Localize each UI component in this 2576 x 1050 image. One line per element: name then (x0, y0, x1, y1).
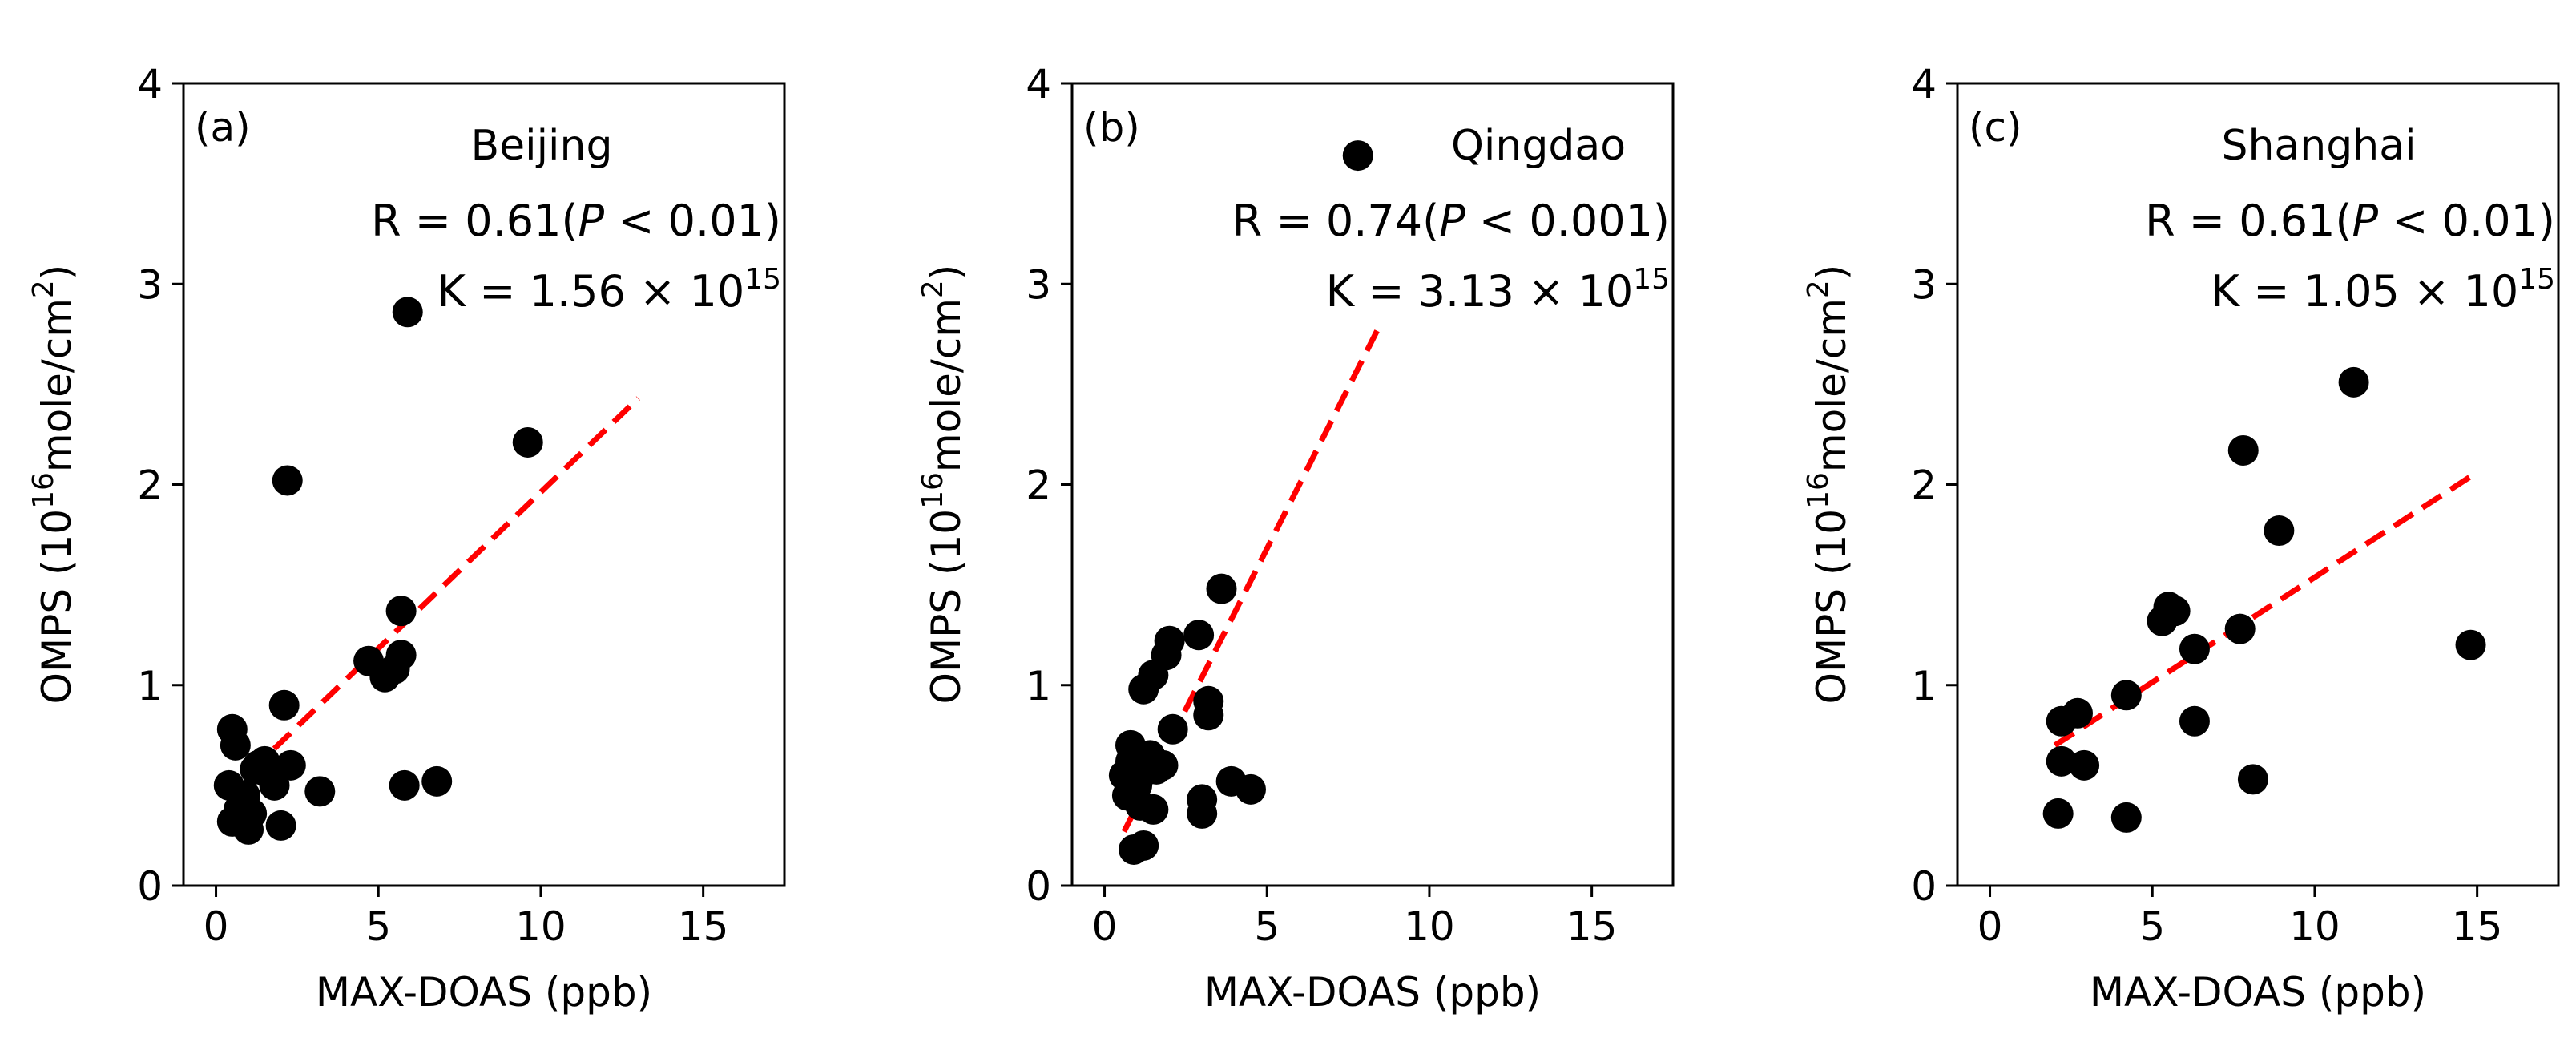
data-point (2046, 745, 2077, 777)
data-point (272, 465, 303, 496)
x-tick-label: 10 (1404, 903, 1455, 950)
data-point (1342, 140, 1373, 172)
data-point (1183, 620, 1215, 651)
data-point (1187, 784, 1218, 815)
x-tick-label: 0 (1977, 903, 2003, 950)
city-label: Shanghai (2221, 122, 2416, 170)
y-ticks: 0 1 2 3 4 (1026, 61, 1072, 910)
data-point (304, 776, 336, 807)
y-ticks: 0 1 2 3 4 (137, 61, 183, 910)
x-ticks: 0 5 10 15 (204, 886, 729, 950)
regression-line (224, 396, 640, 798)
data-point (2062, 697, 2093, 729)
r-stat: R = 0.61(P < 0.01) (2145, 196, 2555, 246)
panel-beijing: 0 1 2 3 4 0 5 10 15 (a) Beijing R = 0.61(P < 0.… (27, 61, 786, 1016)
x-tick-label: 10 (515, 903, 566, 950)
data-point (1235, 773, 1266, 805)
y-ticks: 0 1 2 3 4 (1911, 61, 1957, 910)
x-tick-label: 15 (678, 903, 729, 950)
data-point (385, 596, 417, 627)
data-point (2069, 749, 2100, 781)
data-point (1157, 713, 1188, 745)
x-tick-label: 5 (1254, 903, 1280, 950)
data-point (2179, 633, 2210, 664)
y-tick-label: 0 (1026, 863, 1051, 910)
x-tick-label: 0 (1092, 903, 1118, 950)
data-point (220, 729, 251, 761)
data-point (385, 640, 417, 671)
data-point (1138, 794, 1169, 825)
data-point (2264, 515, 2295, 547)
panel-label: (c) (1969, 104, 2022, 151)
x-tick-label: 15 (1566, 903, 1618, 950)
x-tick-label: 0 (204, 903, 229, 950)
x-axis-label: MAX-DOAS (ppb) (2090, 969, 2426, 1016)
data-point (1154, 625, 1185, 656)
y-axis-label: OMPS (1016mole/cm2) (27, 265, 80, 705)
k-stat: K = 1.05 × 1015 (2211, 263, 2555, 317)
r-stat: R = 0.74(P < 0.001) (1232, 196, 1670, 246)
y-axis-label: OMPS (1016mole/cm2) (1802, 265, 1855, 705)
data-point (2179, 705, 2210, 737)
k-stat: K = 3.13 × 1015 (1326, 263, 1670, 317)
x-tick-label: 5 (2139, 903, 2165, 950)
data-point (236, 798, 268, 829)
data-point (265, 810, 296, 841)
y-axis-label: OMPS (1016mole/cm2) (917, 265, 970, 705)
y-tick-label: 3 (1911, 261, 1937, 308)
x-ticks: 0 5 10 15 (1092, 886, 1618, 950)
x-axis-label: MAX-DOAS (ppb) (1204, 969, 1541, 1016)
data-point (2159, 596, 2191, 627)
panel-qingdao: 0 1 2 3 4 0 5 10 15 (b) Qingdao R = 0.74(P < 0.… (917, 61, 1675, 1016)
x-tick-label: 10 (2289, 903, 2340, 950)
x-ticks: 0 5 10 15 (1977, 886, 2503, 950)
y-tick-label: 2 (137, 462, 163, 509)
y-tick-label: 0 (137, 863, 163, 910)
x-tick-label: 15 (2452, 903, 2503, 950)
y-tick-label: 4 (137, 61, 163, 107)
x-axis-label: MAX-DOAS (ppb) (316, 969, 652, 1016)
y-tick-label: 1 (1026, 663, 1051, 709)
y-tick-label: 4 (1911, 61, 1937, 107)
city-label: Beijing (471, 122, 613, 170)
y-tick-label: 1 (1911, 663, 1937, 709)
panel-label: (b) (1083, 104, 1140, 151)
data-point (2455, 629, 2486, 660)
data-points (2042, 366, 2486, 833)
data-point (389, 769, 420, 801)
y-tick-label: 4 (1026, 61, 1051, 107)
data-point (1147, 749, 1179, 781)
panel-label: (a) (195, 104, 251, 151)
x-tick-label: 5 (365, 903, 391, 950)
data-point (1193, 700, 1224, 731)
k-stat: K = 1.56 × 1015 (437, 263, 781, 317)
data-point (392, 297, 423, 328)
y-tick-label: 3 (1026, 261, 1051, 308)
data-point (421, 765, 453, 797)
data-point (512, 426, 543, 458)
data-point (2227, 434, 2259, 466)
data-point (1206, 573, 1237, 604)
data-point (268, 689, 300, 721)
y-tick-label: 0 (1911, 863, 1937, 910)
panel-shanghai: 0 1 2 3 4 0 5 10 15 (c) Shanghai R = 0.61(P < 0… (1802, 61, 2560, 1016)
y-tick-label: 1 (137, 663, 163, 709)
data-point (2042, 798, 2074, 829)
regression-line (1121, 329, 1381, 834)
y-tick-label: 3 (137, 261, 163, 308)
data-point (2338, 366, 2369, 398)
y-tick-label: 2 (1911, 462, 1937, 509)
data-point (2237, 764, 2268, 795)
city-label: Qingdao (1451, 122, 1626, 170)
data-points (213, 297, 543, 845)
data-point (2110, 680, 2142, 711)
r-stat: R = 0.61(P < 0.01) (371, 196, 781, 246)
data-point (2110, 802, 2142, 833)
data-point (275, 749, 306, 781)
data-point (1128, 830, 1159, 861)
data-point (2224, 613, 2256, 644)
y-tick-label: 2 (1026, 462, 1051, 509)
data-points (1108, 140, 1373, 865)
